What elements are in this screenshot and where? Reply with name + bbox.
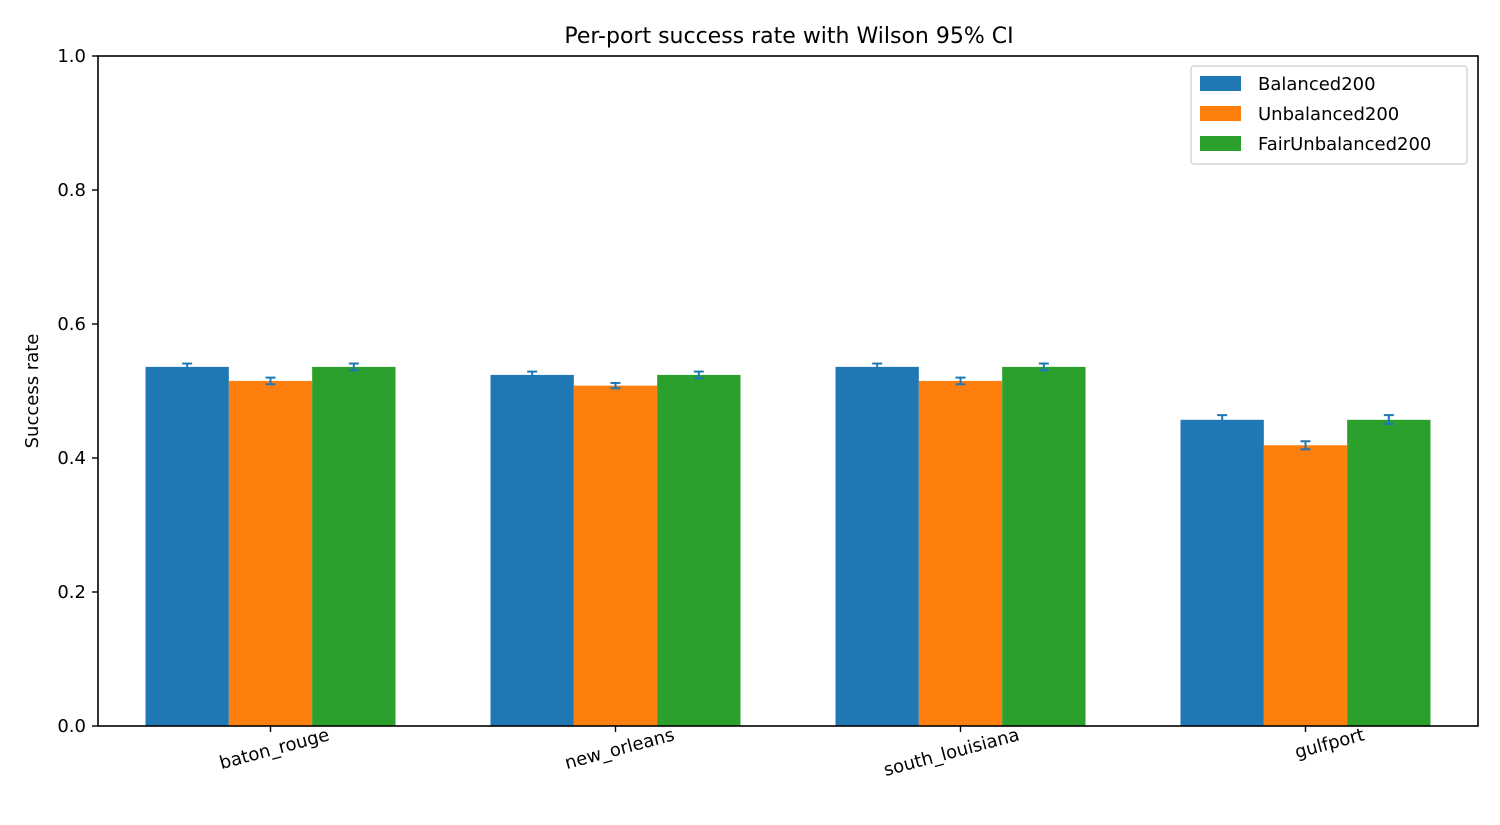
bar-Unbalanced200-baton_rouge xyxy=(228,380,313,726)
errorbar-FairUnbalanced200-south_louisiana xyxy=(1038,362,1049,372)
bar-Unbalanced200-gulfport xyxy=(1263,445,1348,726)
bar-FairUnbalanced200-south_louisiana xyxy=(1002,366,1086,726)
errorbar-Balanced200-gulfport xyxy=(1217,414,1228,425)
errorbar-Balanced200-south_louisiana xyxy=(872,362,883,372)
x-axis: baton_rouge new_orleans south_louisiana gul… xyxy=(217,724,1366,780)
bar-Balanced200-baton_rouge xyxy=(145,366,229,726)
bar-Unbalanced200-new_orleans xyxy=(573,385,658,726)
legend-swatch xyxy=(1200,76,1241,91)
bar-Unbalanced200-south_louisiana xyxy=(918,380,1003,726)
bar-Balanced200-gulfport xyxy=(1180,419,1264,726)
x-tick-label: gulfport xyxy=(1293,724,1367,763)
chart-title: Per-port success rate with Wilson 95% CI xyxy=(564,24,1013,49)
errorbar-Unbalanced200-new_orleans xyxy=(610,381,621,390)
legend-frame xyxy=(1190,65,1468,165)
x-tick-label: south_louisiana xyxy=(881,724,1021,780)
x-tick-label: new_orleans xyxy=(563,724,677,773)
y-axis: 0.0 0.2 0.4 0.6 0.8 1.0 xyxy=(57,46,98,737)
plot-frame xyxy=(97,55,1479,727)
bar-FairUnbalanced200-new_orleans xyxy=(657,374,741,726)
legend-swatch xyxy=(1200,106,1241,121)
y-axis-label: Success rate xyxy=(22,334,43,449)
legend-label: Unbalanced200 xyxy=(1258,104,1399,125)
legend-label: FairUnbalanced200 xyxy=(1258,134,1431,155)
bar-FairUnbalanced200-gulfport xyxy=(1347,419,1431,726)
y-tick-label: 0.8 xyxy=(57,180,86,201)
legend: Balanced200 Unbalanced200 FairUnbalanced20… xyxy=(1190,65,1468,165)
errorbar-FairUnbalanced200-new_orleans xyxy=(693,370,704,380)
errorbar-FairUnbalanced200-gulfport xyxy=(1383,414,1394,425)
bar-FairUnbalanced200-baton_rouge xyxy=(312,366,396,726)
legend-swatch xyxy=(1200,136,1241,151)
bars-layer xyxy=(145,366,1431,726)
errorbars-layer xyxy=(182,362,1394,451)
y-tick-label: 0.2 xyxy=(57,582,86,603)
y-tick-label: 0.6 xyxy=(57,314,86,335)
errorbar-Unbalanced200-south_louisiana xyxy=(955,376,966,386)
errorbar-Balanced200-new_orleans xyxy=(527,370,538,380)
errorbar-Unbalanced200-baton_rouge xyxy=(265,376,276,386)
errorbar-Balanced200-baton_rouge xyxy=(182,362,193,372)
errorbar-FairUnbalanced200-baton_rouge xyxy=(348,362,359,372)
y-tick-label: 1.0 xyxy=(57,46,86,67)
bar-Balanced200-south_louisiana xyxy=(835,366,919,726)
y-tick-label: 0.4 xyxy=(57,448,86,469)
errorbar-Unbalanced200-gulfport xyxy=(1300,440,1311,451)
legend-label: Balanced200 xyxy=(1258,74,1376,95)
y-tick-label: 0.0 xyxy=(57,716,86,737)
bar-Balanced200-new_orleans xyxy=(490,374,574,726)
x-tick-label: baton_rouge xyxy=(217,724,331,773)
